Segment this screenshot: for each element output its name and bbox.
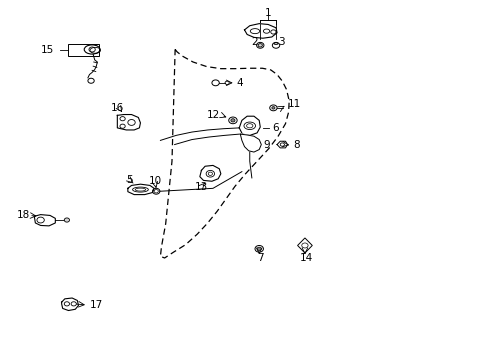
Polygon shape	[240, 134, 261, 152]
Text: 7: 7	[256, 253, 263, 263]
Circle shape	[257, 247, 261, 251]
Text: 4: 4	[236, 78, 243, 88]
Text: 6: 6	[272, 123, 279, 133]
Text: 5: 5	[126, 175, 133, 185]
Circle shape	[258, 44, 262, 47]
Polygon shape	[200, 165, 221, 181]
Polygon shape	[61, 298, 78, 311]
Text: 18: 18	[17, 210, 30, 220]
Text: 10: 10	[148, 176, 162, 186]
Polygon shape	[34, 215, 55, 226]
Polygon shape	[244, 24, 277, 38]
Text: 15: 15	[41, 45, 54, 55]
Text: 11: 11	[287, 99, 301, 109]
Text: 16: 16	[110, 103, 123, 113]
Text: 3: 3	[277, 37, 284, 47]
Polygon shape	[297, 238, 312, 253]
Text: 17: 17	[89, 300, 102, 310]
Polygon shape	[239, 116, 260, 135]
Text: 13: 13	[194, 182, 207, 192]
Circle shape	[230, 119, 235, 122]
Text: 12: 12	[206, 111, 219, 120]
Polygon shape	[277, 141, 287, 148]
Bar	[68, 44, 99, 56]
Circle shape	[64, 218, 69, 222]
Polygon shape	[127, 184, 154, 195]
Text: 2: 2	[251, 37, 258, 47]
Text: 1: 1	[264, 8, 271, 18]
Circle shape	[271, 107, 274, 109]
Text: 14: 14	[299, 253, 312, 263]
Text: 9: 9	[263, 140, 269, 150]
Text: 8: 8	[292, 140, 299, 150]
Polygon shape	[117, 114, 140, 130]
